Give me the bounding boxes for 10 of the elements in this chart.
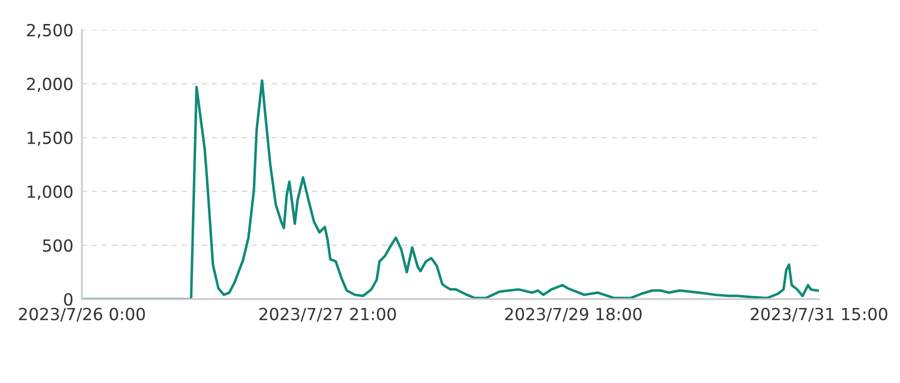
- x-tick-label: 2023/7/26 0:00: [19, 308, 145, 322]
- x-tick-label: 2023/7/31 15:00: [750, 308, 888, 322]
- y-tick-label: 1,500: [28, 132, 72, 146]
- x-tick-label: 2023/7/29 18:00: [505, 308, 642, 322]
- y-tick-label: 1,000: [28, 185, 72, 200]
- y-tick-label: 2,500: [27, 24, 72, 38]
- x-tick-label: 2023/7/27 21:00: [259, 308, 396, 322]
- y-tick-label: 0: [64, 293, 72, 306]
- y-tick-label: 500: [43, 239, 72, 252]
- y-tick-label: 2,000: [27, 78, 72, 92]
